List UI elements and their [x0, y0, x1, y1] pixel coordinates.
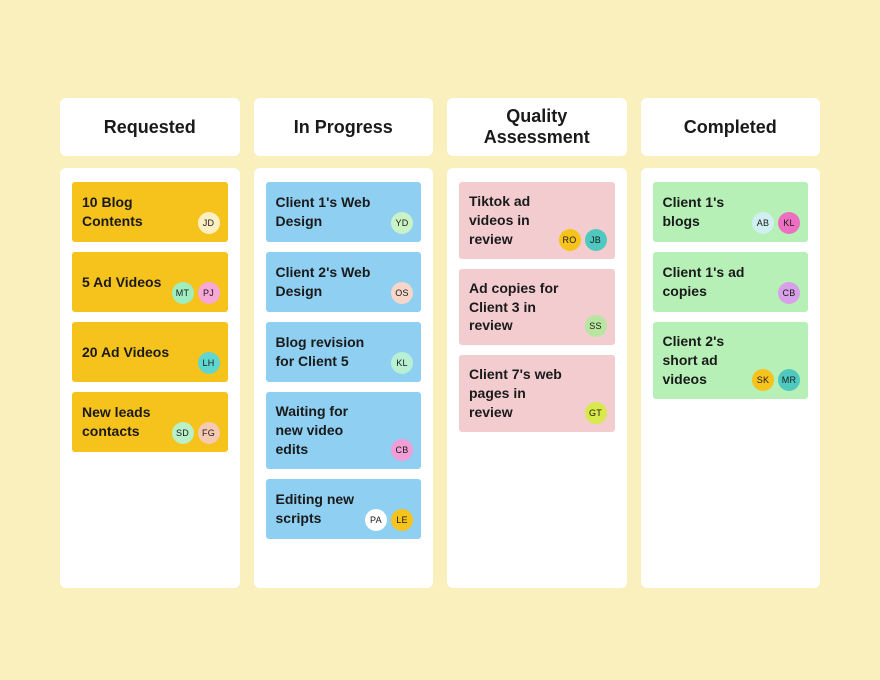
assignee-avatar[interactable]: SD [172, 422, 194, 444]
card-assignees: ROJB [559, 229, 607, 251]
assignee-avatar[interactable]: PA [365, 509, 387, 531]
kanban-card[interactable]: Client 1's Web Design YD [266, 182, 422, 242]
card-title: Client 2's Web Design [276, 263, 376, 301]
column-title: Quality Assessment [457, 106, 617, 147]
assignee-avatar[interactable]: AB [752, 212, 774, 234]
card-title: Client 1's Web Design [276, 193, 376, 231]
column-body[interactable]: Tiktok ad videos in reviewROJB Ad copies … [447, 168, 627, 588]
card-title: Ad copies for Client 3 in review [469, 279, 569, 336]
card-assignees: OS [391, 282, 413, 304]
card-assignees: LH [198, 352, 220, 374]
card-assignees: PALE [365, 509, 413, 531]
card-assignees: ABKL [752, 212, 800, 234]
kanban-column: In ProgressClient 1's Web DesignYDClient… [254, 98, 434, 588]
card-title: Tiktok ad videos in review [469, 192, 569, 249]
column-title: Completed [684, 117, 777, 138]
card-title: Waiting for new video edits [276, 402, 376, 459]
card-assignees: MTPJ [172, 282, 220, 304]
card-title: Client 1's blogs [663, 193, 763, 231]
kanban-card[interactable]: 5 Ad Videos MTPJ [72, 252, 228, 312]
assignee-avatar[interactable]: KL [778, 212, 800, 234]
assignee-avatar[interactable]: MT [172, 282, 194, 304]
card-assignees: GT [585, 402, 607, 424]
card-title: Client 7's web pages in review [469, 365, 569, 422]
column-body[interactable]: Client 1's Web Design YD Client 2's Web De… [254, 168, 434, 588]
assignee-avatar[interactable]: KL [391, 352, 413, 374]
card-title: 20 Ad Videos [82, 343, 169, 362]
assignee-avatar[interactable]: OS [391, 282, 413, 304]
assignee-avatar[interactable]: CB [778, 282, 800, 304]
card-title: Client 2's short ad videos [663, 332, 763, 389]
assignee-avatar[interactable]: LH [198, 352, 220, 374]
kanban-card[interactable]: Tiktok ad videos in reviewROJB [459, 182, 615, 259]
card-title: 5 Ad Videos [82, 273, 161, 292]
kanban-column: Requested 10 Blog Contents JD 5 Ad Videos MT… [60, 98, 240, 588]
kanban-column: CompletedClient 1's blogsABKLClient 1's … [641, 98, 821, 588]
assignee-avatar[interactable]: JB [585, 229, 607, 251]
assignee-avatar[interactable]: LE [391, 509, 413, 531]
kanban-card[interactable]: Client 2's Web Design OS [266, 252, 422, 312]
assignee-avatar[interactable]: MR [778, 369, 800, 391]
column-header: In Progress [254, 98, 434, 156]
kanban-card[interactable]: New leads contactsSDFG [72, 392, 228, 452]
card-assignees: YD [391, 212, 413, 234]
kanban-card[interactable]: Waiting for new video edits CB [266, 392, 422, 469]
card-title: 10 Blog Contents [82, 193, 182, 231]
assignee-avatar[interactable]: FG [198, 422, 220, 444]
column-header: Quality Assessment [447, 98, 627, 156]
kanban-card[interactable]: Client 1's blogsABKL [653, 182, 809, 242]
card-assignees: KL [391, 352, 413, 374]
kanban-column: Quality Assessment Tiktok ad videos in re… [447, 98, 627, 588]
assignee-avatar[interactable]: GT [585, 402, 607, 424]
card-assignees: SKMR [752, 369, 800, 391]
kanban-card[interactable]: Client 1's ad copies CB [653, 252, 809, 312]
column-header: Completed [641, 98, 821, 156]
assignee-avatar[interactable]: SK [752, 369, 774, 391]
column-body[interactable]: 10 Blog Contents JD 5 Ad Videos MTPJ 20 Ad V… [60, 168, 240, 588]
kanban-card[interactable]: 20 Ad Videos LH [72, 322, 228, 382]
card-title: New leads contacts [82, 403, 182, 441]
column-header: Requested [60, 98, 240, 156]
kanban-card[interactable]: Client 7's web pages in review GT [459, 355, 615, 432]
card-assignees: SDFG [172, 422, 220, 444]
card-assignees: SS [585, 315, 607, 337]
assignee-avatar[interactable]: RO [559, 229, 581, 251]
kanban-card[interactable]: 10 Blog Contents JD [72, 182, 228, 242]
card-title: Editing new scripts [276, 490, 376, 528]
kanban-board: Requested 10 Blog Contents JD 5 Ad Videos MT… [60, 98, 820, 588]
column-title: In Progress [294, 117, 393, 138]
kanban-card[interactable]: Blog revision for Client 5 KL [266, 322, 422, 382]
kanban-card[interactable]: Client 2's short ad videosSKMR [653, 322, 809, 399]
card-title: Blog revision for Client 5 [276, 333, 376, 371]
assignee-avatar[interactable]: SS [585, 315, 607, 337]
assignee-avatar[interactable]: PJ [198, 282, 220, 304]
assignee-avatar[interactable]: JD [198, 212, 220, 234]
card-assignees: CB [391, 439, 413, 461]
card-assignees: JD [198, 212, 220, 234]
assignee-avatar[interactable]: YD [391, 212, 413, 234]
column-body[interactable]: Client 1's blogsABKL Client 1's ad copies… [641, 168, 821, 588]
column-title: Requested [104, 117, 196, 138]
assignee-avatar[interactable]: CB [391, 439, 413, 461]
kanban-card[interactable]: Editing new scriptsPALE [266, 479, 422, 539]
card-title: Client 1's ad copies [663, 263, 763, 301]
card-assignees: CB [778, 282, 800, 304]
kanban-card[interactable]: Ad copies for Client 3 in review SS [459, 269, 615, 346]
